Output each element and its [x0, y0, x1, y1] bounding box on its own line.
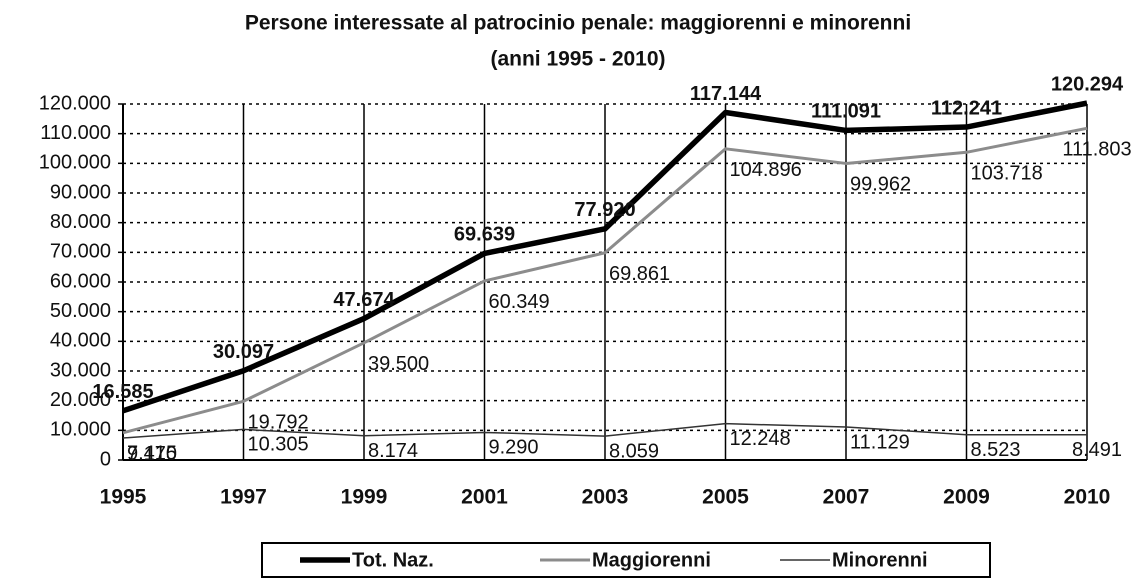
y-tick-label: 80.000 — [50, 211, 111, 233]
chart-subtitle: (anni 1995 - 2010) — [490, 48, 665, 71]
y-tick-label: 0 — [100, 448, 111, 470]
series-line — [122, 126, 1088, 435]
y-tick-label: 70.000 — [50, 241, 111, 263]
data-label: 103.718 — [971, 163, 1043, 185]
data-label: 39.500 — [368, 353, 429, 375]
data-label: 111.803 — [1062, 139, 1131, 161]
y-tick-label: 10.000 — [50, 419, 111, 441]
y-tick-label: 30.000 — [50, 359, 111, 381]
data-label: 77.920 — [574, 199, 635, 221]
data-label: 8.059 — [609, 440, 659, 462]
data-label: 12.248 — [730, 428, 791, 450]
data-label: 111.091 — [811, 101, 881, 123]
data-label: 47.674 — [333, 289, 395, 311]
y-tick-label: 100.000 — [39, 152, 111, 174]
y-tick-label: 60.000 — [50, 270, 111, 292]
y-tick-label: 120.000 — [39, 92, 111, 114]
y-tick-label: 20.000 — [50, 389, 111, 411]
x-tick-label: 2003 — [582, 486, 629, 509]
legend-label: Minorenni — [832, 549, 928, 571]
data-label: 16.585 — [92, 381, 153, 403]
x-tick-label: 2010 — [1064, 486, 1111, 509]
data-label: 30.097 — [213, 341, 274, 363]
data-label: 120.294 — [1051, 73, 1124, 95]
data-label: 19.792 — [248, 412, 309, 434]
x-tick-label: 2005 — [702, 486, 749, 509]
x-tick-label: 1995 — [100, 486, 147, 509]
y-tick-label: 110.000 — [40, 122, 111, 144]
data-label: 99.962 — [850, 174, 911, 196]
data-label: 8.523 — [971, 439, 1021, 461]
y-tick-label: 50.000 — [50, 300, 111, 322]
series-line — [122, 422, 1088, 439]
y-tick-label: 40.000 — [50, 330, 111, 352]
data-label: 8.174 — [368, 440, 418, 462]
data-label: 11.129 — [850, 431, 910, 453]
x-tick-label: 2001 — [461, 486, 508, 509]
chart-title: Persone interessate al patrocinio penale… — [245, 12, 911, 35]
data-label: 117.144 — [690, 83, 762, 105]
data-label: 60.349 — [489, 291, 550, 313]
data-label: 10.305 — [248, 434, 309, 456]
legend-label: Tot. Naz. — [352, 549, 434, 571]
data-label: 7.415 — [127, 442, 177, 464]
data-label: 8.491 — [1072, 439, 1122, 461]
data-label: 69.861 — [609, 263, 670, 285]
x-tick-label: 2007 — [823, 486, 870, 509]
legend-label: Maggiorenni — [592, 549, 711, 571]
data-label: 112.241 — [931, 97, 1002, 119]
data-label: 104.896 — [730, 159, 802, 181]
data-label: 9.170 — [127, 443, 177, 465]
x-tick-label: 1999 — [341, 486, 388, 509]
x-tick-label: 1997 — [220, 486, 267, 509]
data-label: 69.639 — [454, 224, 515, 246]
legend-box — [261, 542, 991, 578]
y-tick-label: 90.000 — [50, 181, 111, 203]
x-tick-label: 2009 — [943, 486, 990, 509]
series-line — [122, 100, 1088, 414]
data-label: 9.290 — [489, 437, 539, 459]
